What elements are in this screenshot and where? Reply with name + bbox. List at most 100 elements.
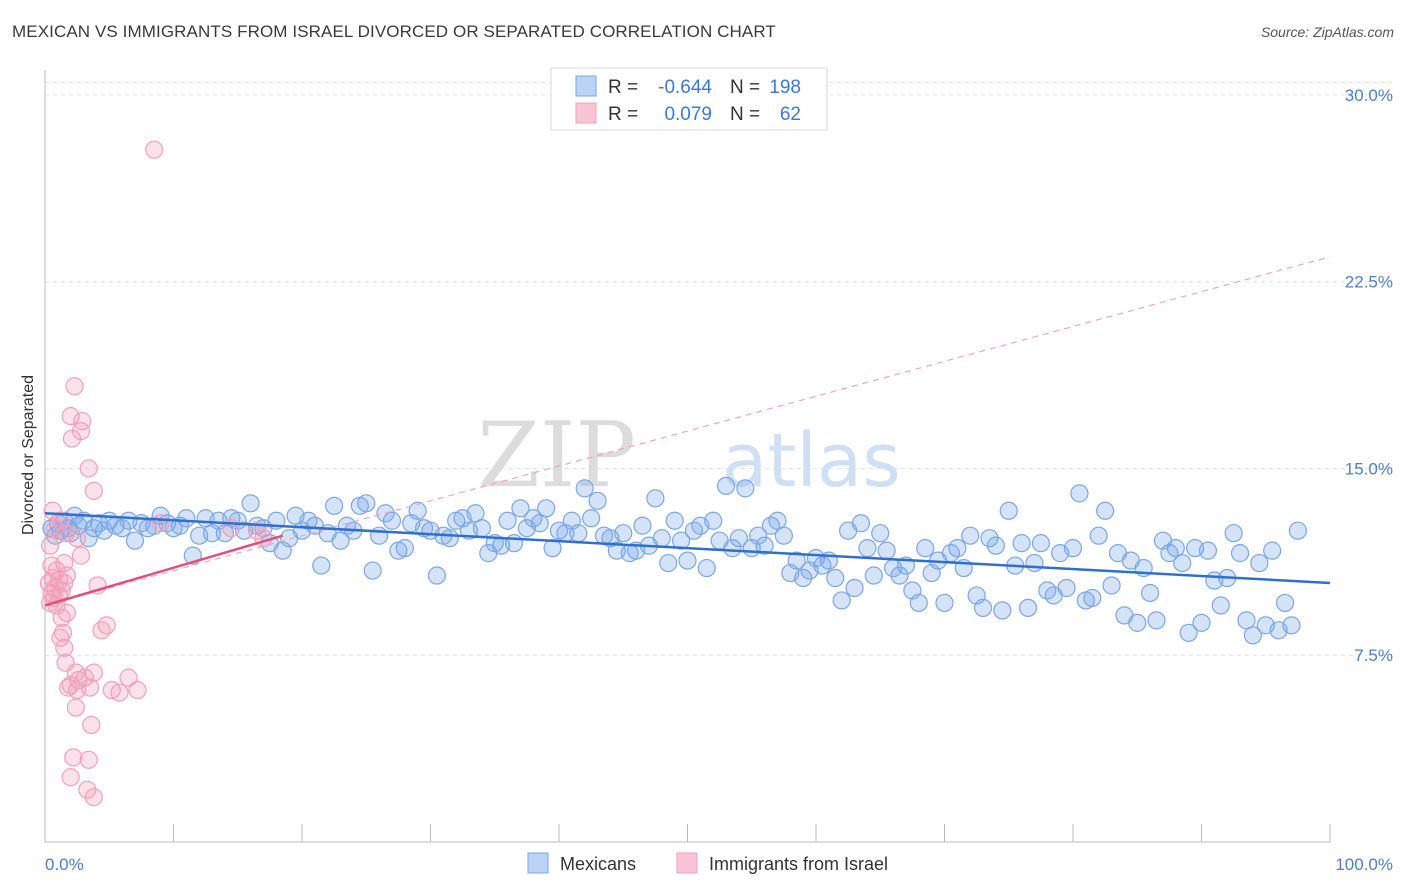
mexicans-point — [909, 593, 928, 613]
y-tick-label: 22.5% — [1345, 273, 1393, 292]
mexicans-point — [472, 519, 491, 538]
watermark-atlas: atlas — [722, 418, 901, 504]
israel-trend-extended — [44, 256, 1331, 606]
mexicans-point — [95, 521, 114, 540]
mexicans-point — [749, 526, 768, 545]
mexicans-point — [382, 511, 402, 530]
legend-n-value-1: 198 — [769, 77, 801, 98]
mexicans-point — [1140, 583, 1160, 603]
mexicans-point — [916, 539, 935, 558]
mexicans-point — [858, 539, 877, 558]
mexicans-point — [652, 529, 671, 548]
mexicans-point — [1230, 544, 1250, 563]
mexicans-point — [1288, 521, 1307, 540]
mexicans-point — [871, 524, 890, 543]
y-axis-label: Divorced or Separated — [20, 375, 37, 535]
mexicans-point — [729, 529, 749, 548]
israel-point — [56, 524, 75, 543]
mexicans-point — [363, 561, 382, 580]
mexicans-point — [1102, 576, 1121, 595]
legend-r-value-1: -0.644 — [658, 77, 712, 98]
israel-point — [97, 616, 116, 635]
grid-lines — [45, 81, 1392, 656]
mexicans-point — [1031, 534, 1050, 553]
mexicans-point — [877, 541, 896, 560]
israel-point — [51, 628, 70, 647]
mexicans-point — [325, 496, 344, 515]
mexicans-point — [1243, 626, 1263, 645]
israel-point — [62, 429, 82, 448]
mexicans-point — [665, 511, 684, 530]
israel-point — [55, 638, 74, 657]
x-tick-label-max: 100.0% — [1335, 855, 1393, 874]
mexicans-point — [845, 578, 864, 598]
mexicans-point — [787, 551, 806, 570]
mexicans-point — [890, 566, 909, 585]
mexicans-point — [1063, 539, 1083, 558]
x-tick-label-min: 0.0% — [45, 855, 84, 874]
israel-point — [61, 768, 80, 787]
mexicans-point — [1096, 501, 1115, 520]
mexicans-point — [1018, 598, 1038, 618]
mexicans-point — [241, 494, 260, 513]
bottom-legend-israel: Immigrants from Israel — [709, 854, 888, 874]
israel-point — [151, 514, 170, 533]
mexicans-point — [1089, 526, 1108, 545]
mexicans-point — [1224, 524, 1243, 543]
chart-title: MEXICAN VS IMMIGRANTS FROM ISRAEL DIVORC… — [12, 22, 776, 41]
mexicans-point — [177, 509, 196, 528]
mexicans-point — [511, 499, 530, 518]
watermark-zip: ZIP — [477, 403, 636, 508]
israel-trend-line — [44, 534, 284, 607]
israel-point — [79, 750, 98, 769]
mexicans-point — [1211, 596, 1230, 615]
mexicans-point — [1192, 613, 1211, 632]
israel-point — [82, 715, 101, 735]
trend-lines — [44, 256, 1331, 607]
israel-point — [71, 546, 91, 565]
israel-point — [110, 683, 129, 702]
mexicans-point — [1128, 613, 1147, 632]
mexicans-point — [659, 553, 678, 573]
mexicans-point — [569, 524, 588, 543]
israel-point — [84, 788, 103, 807]
israel-point — [84, 663, 103, 682]
legend-n-label-1: N = — [730, 77, 760, 98]
mexicans-point — [1282, 616, 1301, 635]
mexicans-point — [408, 501, 427, 520]
y-tick-label: 7.5% — [1354, 646, 1393, 665]
israel-point — [128, 680, 147, 700]
mexicans-point — [755, 536, 774, 555]
mexicans-point — [1250, 553, 1269, 573]
israel-point — [68, 680, 87, 700]
bottom-swatch-israel — [676, 852, 698, 874]
mexicans-point — [1025, 553, 1044, 573]
mexicans-point — [993, 601, 1012, 620]
mexicans-point — [1070, 484, 1089, 503]
mexicans-point — [588, 491, 607, 510]
mexicans-point — [973, 598, 993, 618]
mexicans-point — [980, 529, 999, 548]
israel-point — [66, 698, 85, 717]
mexicans-point — [1012, 534, 1031, 553]
mexicans-point — [794, 568, 813, 588]
mexicans-point — [312, 556, 331, 575]
mexicans-point — [864, 566, 883, 585]
bottom-swatch-mexicans — [527, 852, 549, 874]
mexicans-point — [1147, 611, 1166, 630]
israel-point — [78, 780, 97, 799]
series-legend: Mexicans Immigrants from Israel — [527, 852, 888, 874]
israel-point — [79, 459, 98, 478]
mexicans-point — [1173, 553, 1192, 573]
israel-point — [46, 519, 65, 538]
mexicans-point — [357, 494, 376, 513]
y-tick-label: 15.0% — [1345, 459, 1393, 478]
israel-point — [41, 536, 60, 555]
mexicans-point — [1179, 623, 1198, 642]
mexicans-point — [614, 524, 633, 543]
israel-points — [39, 140, 273, 807]
israel-point — [119, 668, 138, 687]
mexicans-point — [498, 511, 517, 530]
mexicans-point — [1057, 578, 1076, 598]
mexicans-point — [774, 526, 793, 545]
